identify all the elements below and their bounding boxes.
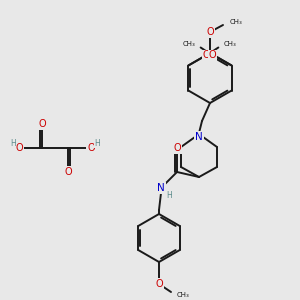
- Text: O: O: [87, 143, 95, 153]
- Text: O: O: [173, 143, 181, 153]
- Text: H: H: [10, 139, 16, 148]
- Text: CH₃: CH₃: [177, 292, 190, 298]
- Text: O: O: [38, 119, 46, 129]
- Text: H: H: [94, 139, 100, 148]
- Text: CH₃: CH₃: [183, 41, 196, 47]
- Text: O: O: [206, 27, 214, 37]
- Text: O: O: [202, 50, 210, 61]
- Text: O: O: [155, 279, 163, 289]
- Text: O: O: [15, 143, 23, 153]
- Text: CH₃: CH₃: [230, 19, 243, 25]
- Text: N: N: [157, 183, 165, 193]
- Text: O: O: [209, 50, 217, 61]
- Text: N: N: [195, 132, 203, 142]
- Text: CH₃: CH₃: [223, 41, 236, 47]
- Text: O: O: [64, 167, 72, 177]
- Text: H: H: [166, 191, 172, 200]
